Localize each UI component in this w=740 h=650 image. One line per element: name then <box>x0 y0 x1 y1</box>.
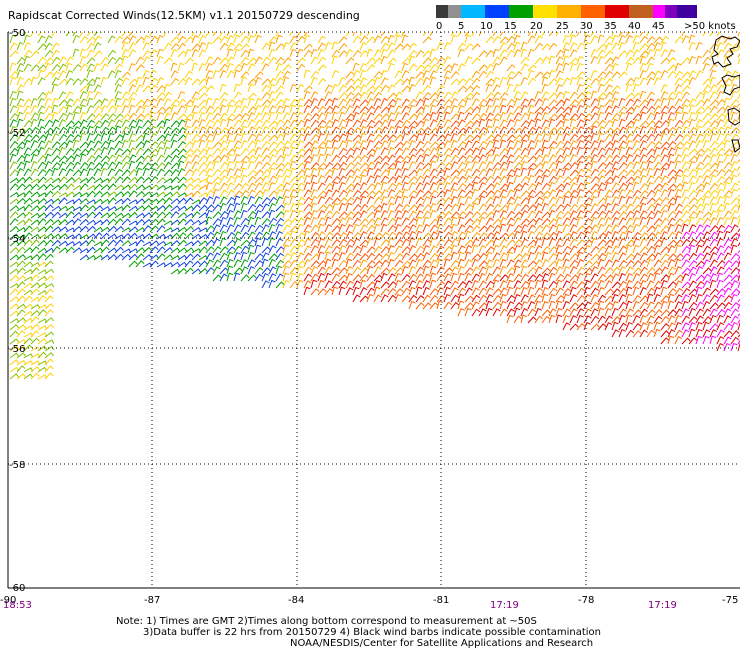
legend-swatch <box>677 5 697 18</box>
note-line: NOAA/NESDIS/Center for Satellite Applica… <box>290 638 594 649</box>
lat-label: -56 <box>9 344 25 355</box>
legend-swatch <box>653 5 665 18</box>
legend-swatch <box>557 5 581 18</box>
pass-time: 17:19 <box>648 600 677 611</box>
lon-label: -90 <box>0 595 16 606</box>
lon-label: -78 <box>578 595 594 606</box>
lat-labels: -50 -52 -54 -56 -58 -60 <box>9 28 25 594</box>
lon-label: -75 <box>722 595 738 606</box>
wind-speed-legend: 0 5 10 15 20 25 30 35 40 45 >50 knots <box>436 5 740 35</box>
lat-label: -50 <box>9 28 25 39</box>
wind-barbs <box>9 32 740 380</box>
lat-label: -52 <box>9 128 25 139</box>
legend-label: >50 knots <box>684 21 736 32</box>
legend-label: 5 <box>458 21 465 32</box>
pass-time: 18:53 <box>3 600 32 611</box>
legend-swatch <box>581 5 605 18</box>
lat-label: -54 <box>9 234 25 245</box>
lon-labels: -90 -87 -84 -81 -78 -75 <box>0 595 738 606</box>
note-line: Note: 1) Times are GMT 2)Times along bot… <box>116 616 537 627</box>
legend-label: 20 <box>530 21 543 32</box>
note-line: 3)Data buffer is 22 hrs from 20150729 4)… <box>143 627 601 638</box>
legend-swatch <box>629 5 653 18</box>
legend-swatch <box>665 5 677 18</box>
map-title: Rapidscat Corrected Winds(12.5KM) v1.1 2… <box>8 9 360 22</box>
legend-label: 30 <box>580 21 593 32</box>
legend-label: 15 <box>504 21 517 32</box>
lat-label: -60 <box>9 583 25 594</box>
pass-time: 17:19 <box>490 600 519 611</box>
lon-label: -84 <box>288 595 304 606</box>
lon-label: -87 <box>144 595 160 606</box>
legend-swatch <box>461 5 485 18</box>
legend-swatch <box>436 5 448 18</box>
lat-lon-grid <box>8 31 740 588</box>
legend-swatch <box>605 5 629 18</box>
pass-times: 18:53 17:19 17:19 <box>3 600 677 611</box>
legend-swatch <box>533 5 557 18</box>
legend-swatch <box>448 5 461 18</box>
legend-label: 10 <box>480 21 493 32</box>
lon-label: -81 <box>433 595 449 606</box>
lat-label: -58 <box>9 460 25 471</box>
legend-swatch <box>485 5 509 18</box>
coastline <box>711 35 740 153</box>
legend-label: 45 <box>652 21 665 32</box>
legend-label: 0 <box>436 21 443 32</box>
legend-label: 40 <box>628 21 641 32</box>
legend-label: 25 <box>556 21 569 32</box>
legend-swatch <box>509 5 533 18</box>
legend-label: 35 <box>604 21 617 32</box>
